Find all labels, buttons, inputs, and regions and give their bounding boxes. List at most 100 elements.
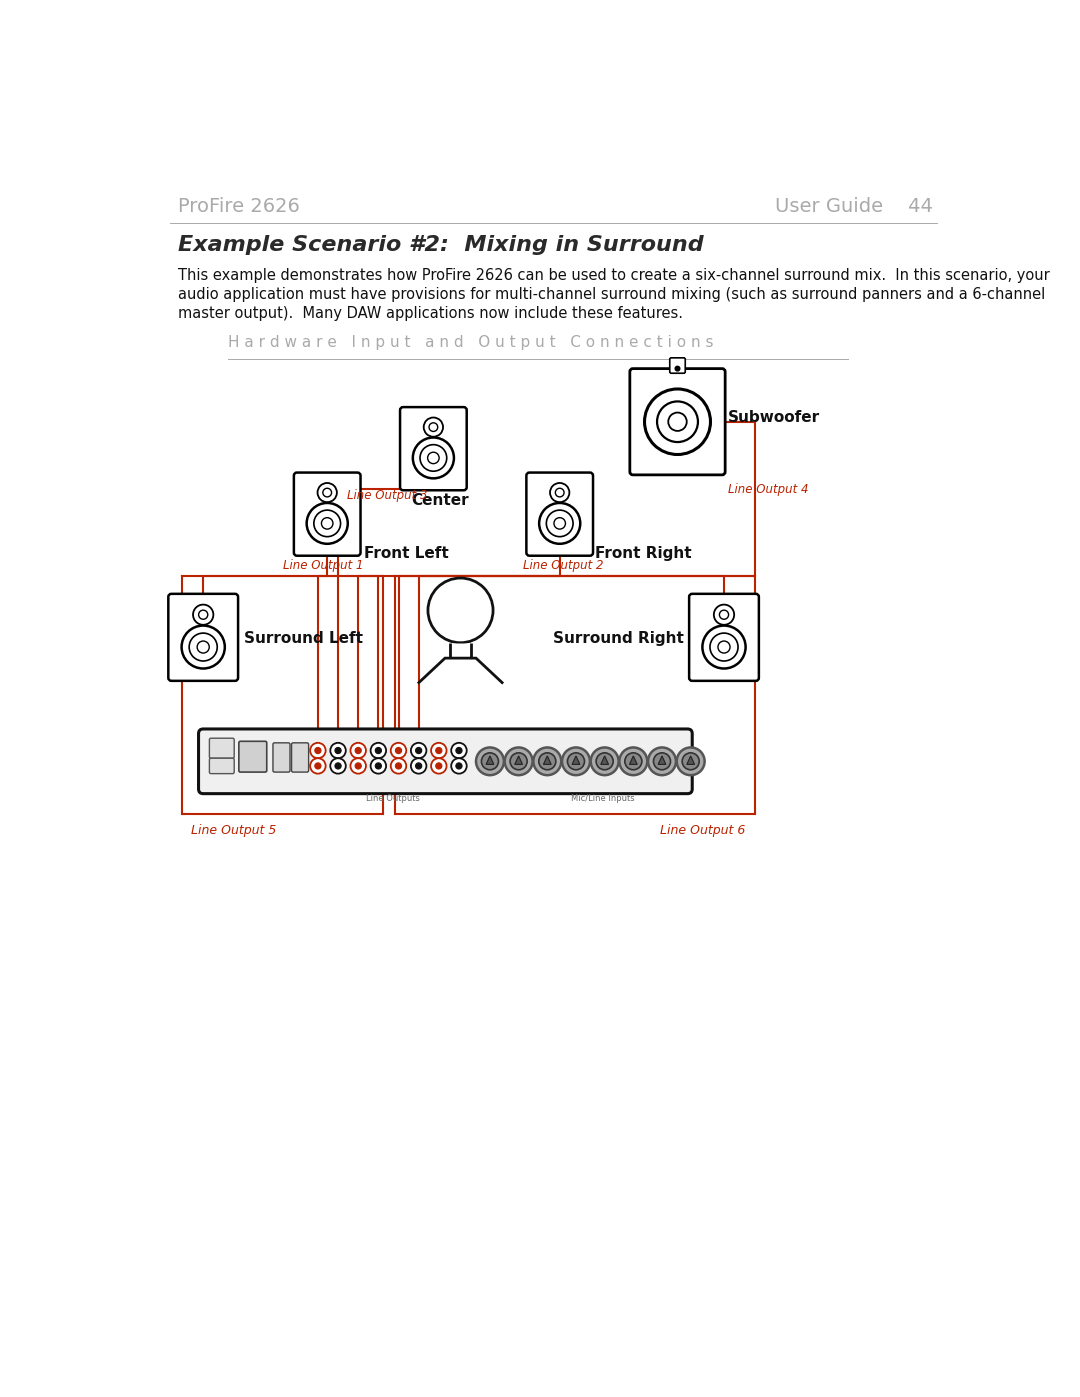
Circle shape [702, 626, 745, 669]
FancyBboxPatch shape [210, 759, 234, 774]
FancyBboxPatch shape [199, 729, 692, 793]
Circle shape [539, 753, 556, 770]
Text: Line Outputs: Line Outputs [366, 793, 420, 803]
Circle shape [669, 412, 687, 430]
Circle shape [657, 401, 698, 441]
Circle shape [314, 763, 321, 768]
FancyBboxPatch shape [526, 472, 593, 556]
Polygon shape [687, 756, 694, 764]
Circle shape [410, 743, 427, 759]
FancyBboxPatch shape [670, 358, 685, 373]
Circle shape [431, 743, 446, 759]
Text: User Guide    44: User Guide 44 [775, 197, 933, 217]
Polygon shape [572, 756, 580, 764]
Circle shape [435, 747, 442, 753]
Circle shape [677, 747, 704, 775]
Text: Mic/Line Inputs: Mic/Line Inputs [570, 793, 634, 803]
Circle shape [395, 747, 402, 753]
Text: Surround Left: Surround Left [243, 631, 363, 647]
Circle shape [193, 605, 214, 624]
FancyBboxPatch shape [689, 594, 759, 680]
FancyBboxPatch shape [292, 743, 309, 773]
Circle shape [318, 483, 337, 502]
Text: master output).  Many DAW applications now include these features.: master output). Many DAW applications no… [177, 306, 683, 321]
Circle shape [314, 510, 340, 536]
Circle shape [416, 747, 422, 753]
Circle shape [714, 605, 734, 624]
FancyBboxPatch shape [630, 369, 725, 475]
FancyBboxPatch shape [210, 738, 234, 759]
Circle shape [181, 626, 225, 669]
Circle shape [307, 503, 348, 543]
Circle shape [554, 518, 566, 529]
Circle shape [423, 418, 443, 437]
Circle shape [391, 743, 406, 759]
Circle shape [718, 641, 730, 652]
Polygon shape [600, 756, 608, 764]
Circle shape [451, 759, 467, 774]
Circle shape [539, 503, 580, 543]
Circle shape [653, 753, 671, 770]
Circle shape [562, 747, 590, 775]
Circle shape [476, 747, 504, 775]
Circle shape [645, 388, 711, 454]
Circle shape [482, 753, 499, 770]
Circle shape [416, 763, 422, 768]
Polygon shape [630, 756, 637, 764]
Circle shape [625, 753, 642, 770]
Polygon shape [543, 756, 551, 764]
Circle shape [435, 763, 442, 768]
FancyBboxPatch shape [239, 742, 267, 773]
Circle shape [451, 743, 467, 759]
Circle shape [330, 743, 346, 759]
Circle shape [546, 510, 573, 536]
Circle shape [335, 747, 341, 753]
Circle shape [310, 743, 326, 759]
Circle shape [375, 763, 381, 768]
FancyBboxPatch shape [168, 594, 238, 680]
Text: H a r d w a r e   I n p u t   a n d   O u t p u t   C o n n e c t i o n s: H a r d w a r e I n p u t a n d O u t p … [228, 335, 714, 351]
FancyBboxPatch shape [294, 472, 361, 556]
Circle shape [428, 578, 494, 643]
Circle shape [719, 610, 729, 619]
Circle shape [323, 489, 332, 497]
Circle shape [410, 759, 427, 774]
Polygon shape [418, 658, 503, 683]
Circle shape [370, 743, 387, 759]
Circle shape [391, 759, 406, 774]
Text: Example Scenario #2:  Mixing in Surround: Example Scenario #2: Mixing in Surround [177, 236, 703, 256]
Polygon shape [449, 643, 471, 658]
Circle shape [534, 747, 562, 775]
Circle shape [199, 610, 207, 619]
Circle shape [429, 423, 437, 432]
Circle shape [504, 747, 532, 775]
Text: Line Output 6: Line Output 6 [660, 824, 745, 837]
Circle shape [431, 759, 446, 774]
Circle shape [350, 759, 366, 774]
Circle shape [510, 753, 527, 770]
Circle shape [456, 763, 462, 768]
Circle shape [567, 753, 584, 770]
Text: Center: Center [410, 493, 469, 509]
Circle shape [648, 747, 676, 775]
FancyBboxPatch shape [273, 743, 291, 773]
Circle shape [596, 753, 613, 770]
Circle shape [675, 366, 679, 372]
Circle shape [335, 763, 341, 768]
Polygon shape [486, 756, 494, 764]
Text: Subwoofer: Subwoofer [728, 411, 820, 426]
Circle shape [395, 763, 402, 768]
Circle shape [310, 759, 326, 774]
Text: Line Output 1: Line Output 1 [283, 559, 364, 571]
Circle shape [555, 489, 564, 497]
Text: Line Output 5: Line Output 5 [191, 824, 276, 837]
Text: ProFire 2626: ProFire 2626 [177, 197, 299, 217]
Text: audio application must have provisions for multi-channel surround mixing (such a: audio application must have provisions f… [177, 286, 1044, 302]
Text: Front Left: Front Left [364, 546, 448, 562]
Circle shape [355, 747, 362, 753]
Circle shape [314, 747, 321, 753]
Circle shape [350, 743, 366, 759]
Polygon shape [515, 756, 523, 764]
Circle shape [355, 763, 362, 768]
Text: Line Output 2: Line Output 2 [524, 559, 604, 571]
